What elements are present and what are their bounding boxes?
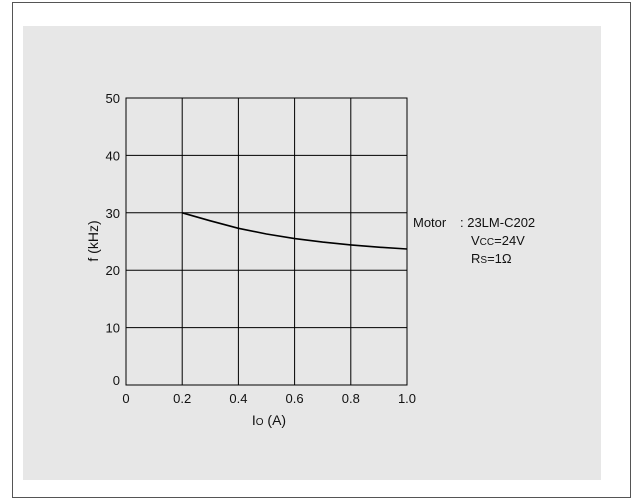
series-group: [181, 212, 408, 250]
vcc-spec: VCC=24V: [471, 233, 525, 248]
chart-panel: [23, 26, 601, 480]
x-tick-label: 0: [122, 391, 129, 406]
y-tick-labels: 0 10 20 30 40 50: [106, 91, 120, 388]
y-tick-label: 0: [113, 373, 120, 388]
y-tick-label: 10: [106, 321, 120, 336]
y-tick-label: 30: [106, 206, 120, 221]
motor-label: Motor: [413, 215, 447, 230]
x-tick-label: 0.6: [286, 391, 304, 406]
svg-text:: 23LM-C202: : 23LM-C202: [460, 215, 535, 230]
svg-text:Motor: Motor: [413, 215, 447, 230]
x-tick-label: 0.4: [229, 391, 247, 406]
y-tick-label: 50: [106, 91, 120, 106]
grid: [125, 97, 408, 386]
y-axis-label: f (kHz): [85, 220, 101, 261]
x-tick-label: 1.0: [398, 391, 416, 406]
x-tick-label: 0.2: [173, 391, 191, 406]
motor-value: : 23LM-C202: [460, 215, 535, 230]
x-axis-label: IO (A): [252, 412, 286, 428]
x-tick-label: 0.8: [342, 391, 360, 406]
rs-spec: RS=1Ω: [471, 251, 512, 266]
plot-area: [125, 97, 408, 386]
motor-annotation: Motor : 23LM-C202 VCC=24V RS=1Ω: [413, 215, 535, 266]
x-tick-labels: 0 0.2 0.4 0.6 0.8 1.0: [122, 391, 416, 406]
series-line: [181, 212, 408, 250]
y-tick-label: 20: [106, 263, 120, 278]
y-tick-label: 40: [106, 148, 120, 163]
